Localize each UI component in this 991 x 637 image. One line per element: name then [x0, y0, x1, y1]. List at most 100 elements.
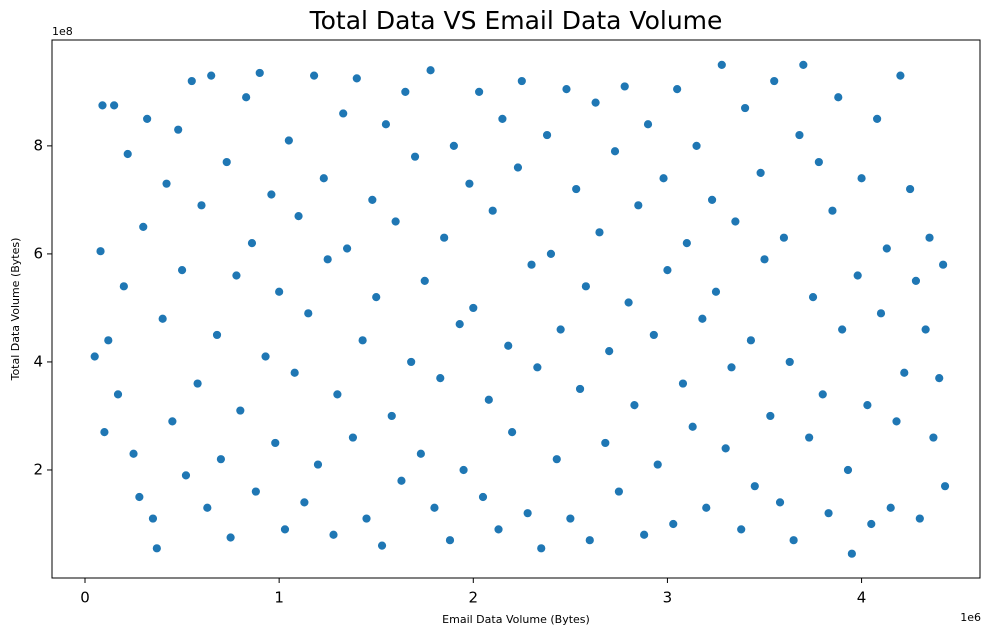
point	[759, 254, 770, 265]
point	[784, 357, 795, 367]
point	[604, 346, 615, 357]
point	[192, 378, 203, 389]
point	[561, 84, 572, 95]
point	[212, 330, 222, 340]
point	[876, 308, 886, 319]
x-tick-label: 3	[663, 589, 673, 607]
point	[400, 86, 411, 97]
point	[619, 81, 630, 92]
point	[610, 146, 620, 157]
point	[707, 194, 717, 205]
point	[590, 97, 601, 108]
point	[691, 140, 702, 151]
point	[415, 448, 426, 459]
point	[396, 475, 407, 486]
point	[429, 502, 440, 513]
point	[911, 276, 921, 286]
point	[580, 281, 591, 292]
point	[173, 124, 184, 135]
point	[532, 362, 543, 373]
point	[113, 389, 123, 400]
point	[410, 151, 420, 162]
point	[445, 535, 455, 546]
point	[940, 481, 950, 492]
point	[487, 205, 498, 216]
point	[817, 389, 828, 400]
point	[584, 535, 595, 546]
point	[89, 351, 100, 362]
point	[216, 454, 226, 465]
point	[138, 221, 149, 232]
point	[899, 367, 910, 378]
point	[497, 113, 508, 124]
point	[775, 497, 785, 508]
point	[711, 286, 721, 297]
point	[866, 519, 877, 529]
point	[555, 324, 566, 335]
point	[804, 432, 815, 443]
point	[749, 481, 760, 492]
point	[322, 254, 333, 265]
point	[658, 173, 669, 184]
y-tick-label: 6	[33, 244, 43, 262]
point	[435, 373, 446, 384]
point	[798, 59, 809, 70]
point	[318, 173, 329, 184]
point	[289, 367, 300, 378]
point	[746, 335, 756, 346]
point	[161, 178, 172, 189]
point	[270, 438, 281, 448]
point	[478, 492, 488, 502]
point	[95, 246, 106, 257]
point	[309, 70, 319, 81]
point	[134, 492, 145, 502]
point	[856, 173, 867, 184]
point	[938, 259, 949, 270]
point	[720, 443, 731, 454]
point	[755, 167, 766, 178]
point	[513, 162, 523, 173]
point	[177, 265, 187, 276]
point	[367, 194, 378, 205]
point	[843, 465, 853, 475]
point	[186, 76, 197, 86]
point	[730, 216, 741, 227]
point	[924, 232, 935, 243]
point	[928, 432, 939, 443]
point	[381, 119, 391, 130]
point	[202, 502, 213, 513]
point	[536, 543, 547, 554]
point	[247, 238, 257, 249]
y-offset-label: 1e8	[52, 25, 73, 38]
point	[678, 378, 688, 389]
point	[332, 389, 343, 400]
point	[652, 459, 663, 470]
point	[885, 502, 896, 513]
x-tick-label: 2	[469, 589, 479, 607]
x-tick-label: 1	[274, 589, 284, 607]
point	[254, 68, 265, 78]
point	[736, 524, 747, 535]
point	[891, 416, 902, 427]
point	[837, 324, 848, 335]
point	[406, 357, 417, 367]
point	[813, 157, 824, 167]
point	[293, 211, 304, 221]
point	[526, 259, 537, 270]
point	[668, 519, 679, 529]
point	[740, 103, 750, 113]
point	[716, 59, 727, 70]
point	[371, 292, 382, 303]
chart-title: Total Data VS Email Data Volume	[309, 6, 723, 35]
point	[206, 70, 217, 81]
point	[357, 335, 368, 346]
y-tick-label: 2	[33, 460, 43, 478]
point	[250, 486, 261, 497]
point	[157, 313, 168, 324]
x-axis-label: Email Data Volume (Bytes)	[442, 613, 590, 626]
point	[881, 243, 892, 254]
point	[181, 470, 191, 481]
point	[765, 411, 776, 421]
point	[662, 265, 673, 276]
point	[575, 384, 585, 394]
